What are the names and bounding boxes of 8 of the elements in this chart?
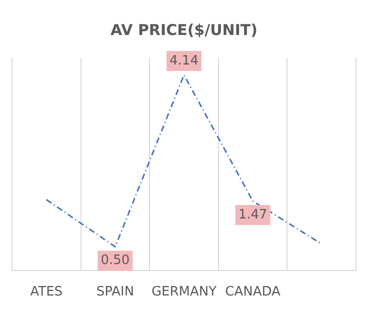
data-label: 1.47 xyxy=(238,207,268,222)
x-tick-label: CANADA xyxy=(225,284,281,300)
x-tick-label: GERMANY xyxy=(151,284,217,300)
x-tick-label: ATES xyxy=(30,284,63,300)
x-tick-label: SPAIN xyxy=(96,284,134,300)
chart-title: AV PRICE($/UNIT) xyxy=(110,20,258,39)
data-label: 0.50 xyxy=(100,253,130,268)
data-label: 4.14 xyxy=(170,53,198,68)
